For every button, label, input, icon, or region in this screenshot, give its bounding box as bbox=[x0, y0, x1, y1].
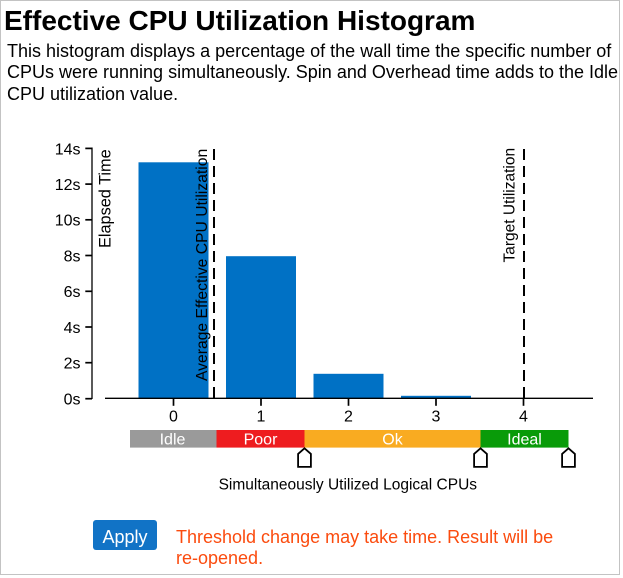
svg-text:14s: 14s bbox=[55, 141, 81, 158]
svg-text:Elapsed Time: Elapsed Time bbox=[96, 149, 114, 248]
svg-text:10s: 10s bbox=[55, 213, 81, 230]
svg-text:0s: 0s bbox=[64, 392, 81, 409]
svg-text:8s: 8s bbox=[64, 248, 81, 265]
svg-text:4s: 4s bbox=[64, 320, 81, 337]
svg-text:12s: 12s bbox=[55, 177, 81, 194]
svg-text:3: 3 bbox=[432, 409, 441, 426]
svg-text:2s: 2s bbox=[64, 356, 81, 373]
svg-text:Ok: Ok bbox=[382, 432, 403, 449]
svg-text:4: 4 bbox=[519, 409, 528, 426]
svg-text:Idle: Idle bbox=[160, 432, 186, 449]
svg-text:Ideal: Ideal bbox=[507, 432, 542, 449]
svg-text:Poor: Poor bbox=[244, 432, 278, 449]
svg-text:0: 0 bbox=[169, 409, 178, 426]
svg-text:2: 2 bbox=[344, 409, 353, 426]
svg-text:Simultaneously Utilized Logica: Simultaneously Utilized Logical CPUs bbox=[219, 477, 478, 494]
svg-text:Average Effective CPU Utilizat: Average Effective CPU Utilization bbox=[194, 149, 211, 381]
svg-text:6s: 6s bbox=[64, 284, 81, 301]
svg-text:Target Utilization: Target Utilization bbox=[502, 148, 519, 263]
svg-text:1: 1 bbox=[257, 409, 266, 426]
